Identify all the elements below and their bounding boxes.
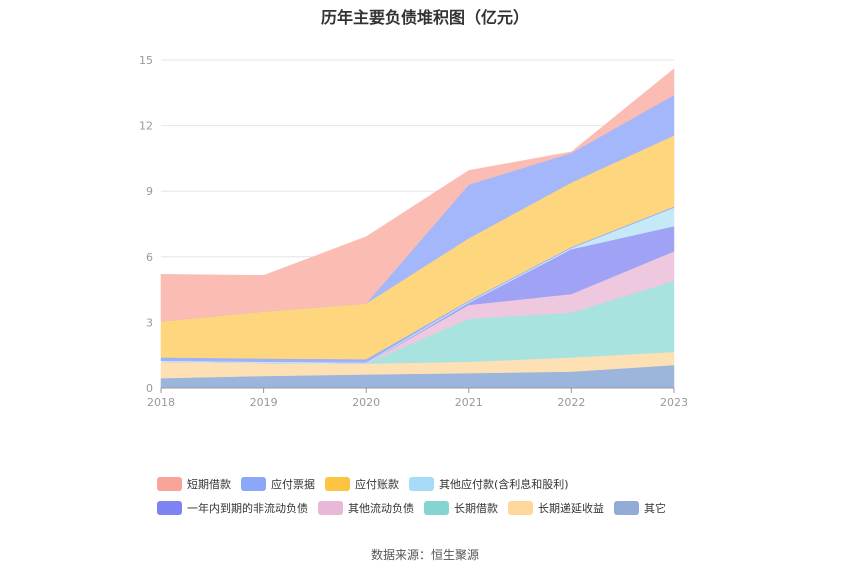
x-tick-label: 2021 <box>455 396 483 409</box>
legend-item[interactable]: 短期借款 <box>157 476 231 492</box>
x-tick-label: 2018 <box>147 396 175 409</box>
y-tick-label: 15 <box>139 54 153 67</box>
y-tick-label: 3 <box>146 316 153 329</box>
legend-label: 其他流动负债 <box>348 502 414 515</box>
legend-label: 一年内到期的非流动负债 <box>187 502 308 515</box>
legend-swatch <box>157 501 182 515</box>
x-tick-label: 2022 <box>557 396 585 409</box>
legend-label: 其他应付款(含利息和股利) <box>439 478 569 491</box>
y-tick-label: 9 <box>146 185 153 198</box>
legend-label: 长期递延收益 <box>538 502 604 515</box>
legend-item[interactable]: 其他应付款(含利息和股利) <box>409 476 569 492</box>
legend-label: 应付账款 <box>355 478 399 491</box>
legend-item[interactable]: 其它 <box>614 500 666 516</box>
legend-label: 其它 <box>644 502 666 515</box>
legend-swatch <box>508 501 533 515</box>
legend-swatch <box>614 501 639 515</box>
legend-swatch <box>424 501 449 515</box>
legend-swatch <box>241 477 266 491</box>
legend-item[interactable]: 应付账款 <box>325 476 399 492</box>
legend-row: 一年内到期的非流动负债 其他流动负债 长期借款 长期递延收益 其它 <box>157 496 777 520</box>
axes: 0 3 6 9 12 15 2018 2019 2020 2021 2022 2023 <box>139 54 688 409</box>
area-series-短期借款 <box>160 68 675 322</box>
legend-label: 长期借款 <box>454 502 498 515</box>
data-source-note: 数据来源：恒生聚源 <box>370 548 479 562</box>
legend-swatch <box>325 477 350 491</box>
legend-item[interactable]: 长期递延收益 <box>508 500 604 516</box>
y-tick-label: 6 <box>146 251 153 264</box>
legend-item[interactable]: 长期借款 <box>424 500 498 516</box>
legend-item[interactable]: 应付票据 <box>241 476 315 492</box>
legend-swatch <box>409 477 434 491</box>
area-series <box>160 68 675 389</box>
y-tick-label: 12 <box>139 120 153 133</box>
legend-row: 短期借款 应付票据 应付账款 其他应付款(含利息和股利) <box>157 472 777 496</box>
x-tick-label: 2023 <box>660 396 688 409</box>
chart-title: 历年主要负债堆积图（亿元） <box>320 8 529 27</box>
y-tick-label: 0 <box>146 382 153 395</box>
x-tick-label: 2019 <box>250 396 278 409</box>
legend-label: 应付票据 <box>271 478 315 491</box>
legend-item[interactable]: 一年内到期的非流动负债 <box>157 500 308 516</box>
legend-label: 短期借款 <box>187 478 231 491</box>
x-tick-label: 2020 <box>352 396 380 409</box>
legend-item[interactable]: 其他流动负债 <box>318 500 414 516</box>
legend: 短期借款 应付票据 应付账款 其他应付款(含利息和股利) 一年内到期的非流动负债 其他流… <box>157 472 777 520</box>
legend-swatch <box>157 477 182 491</box>
legend-swatch <box>318 501 343 515</box>
